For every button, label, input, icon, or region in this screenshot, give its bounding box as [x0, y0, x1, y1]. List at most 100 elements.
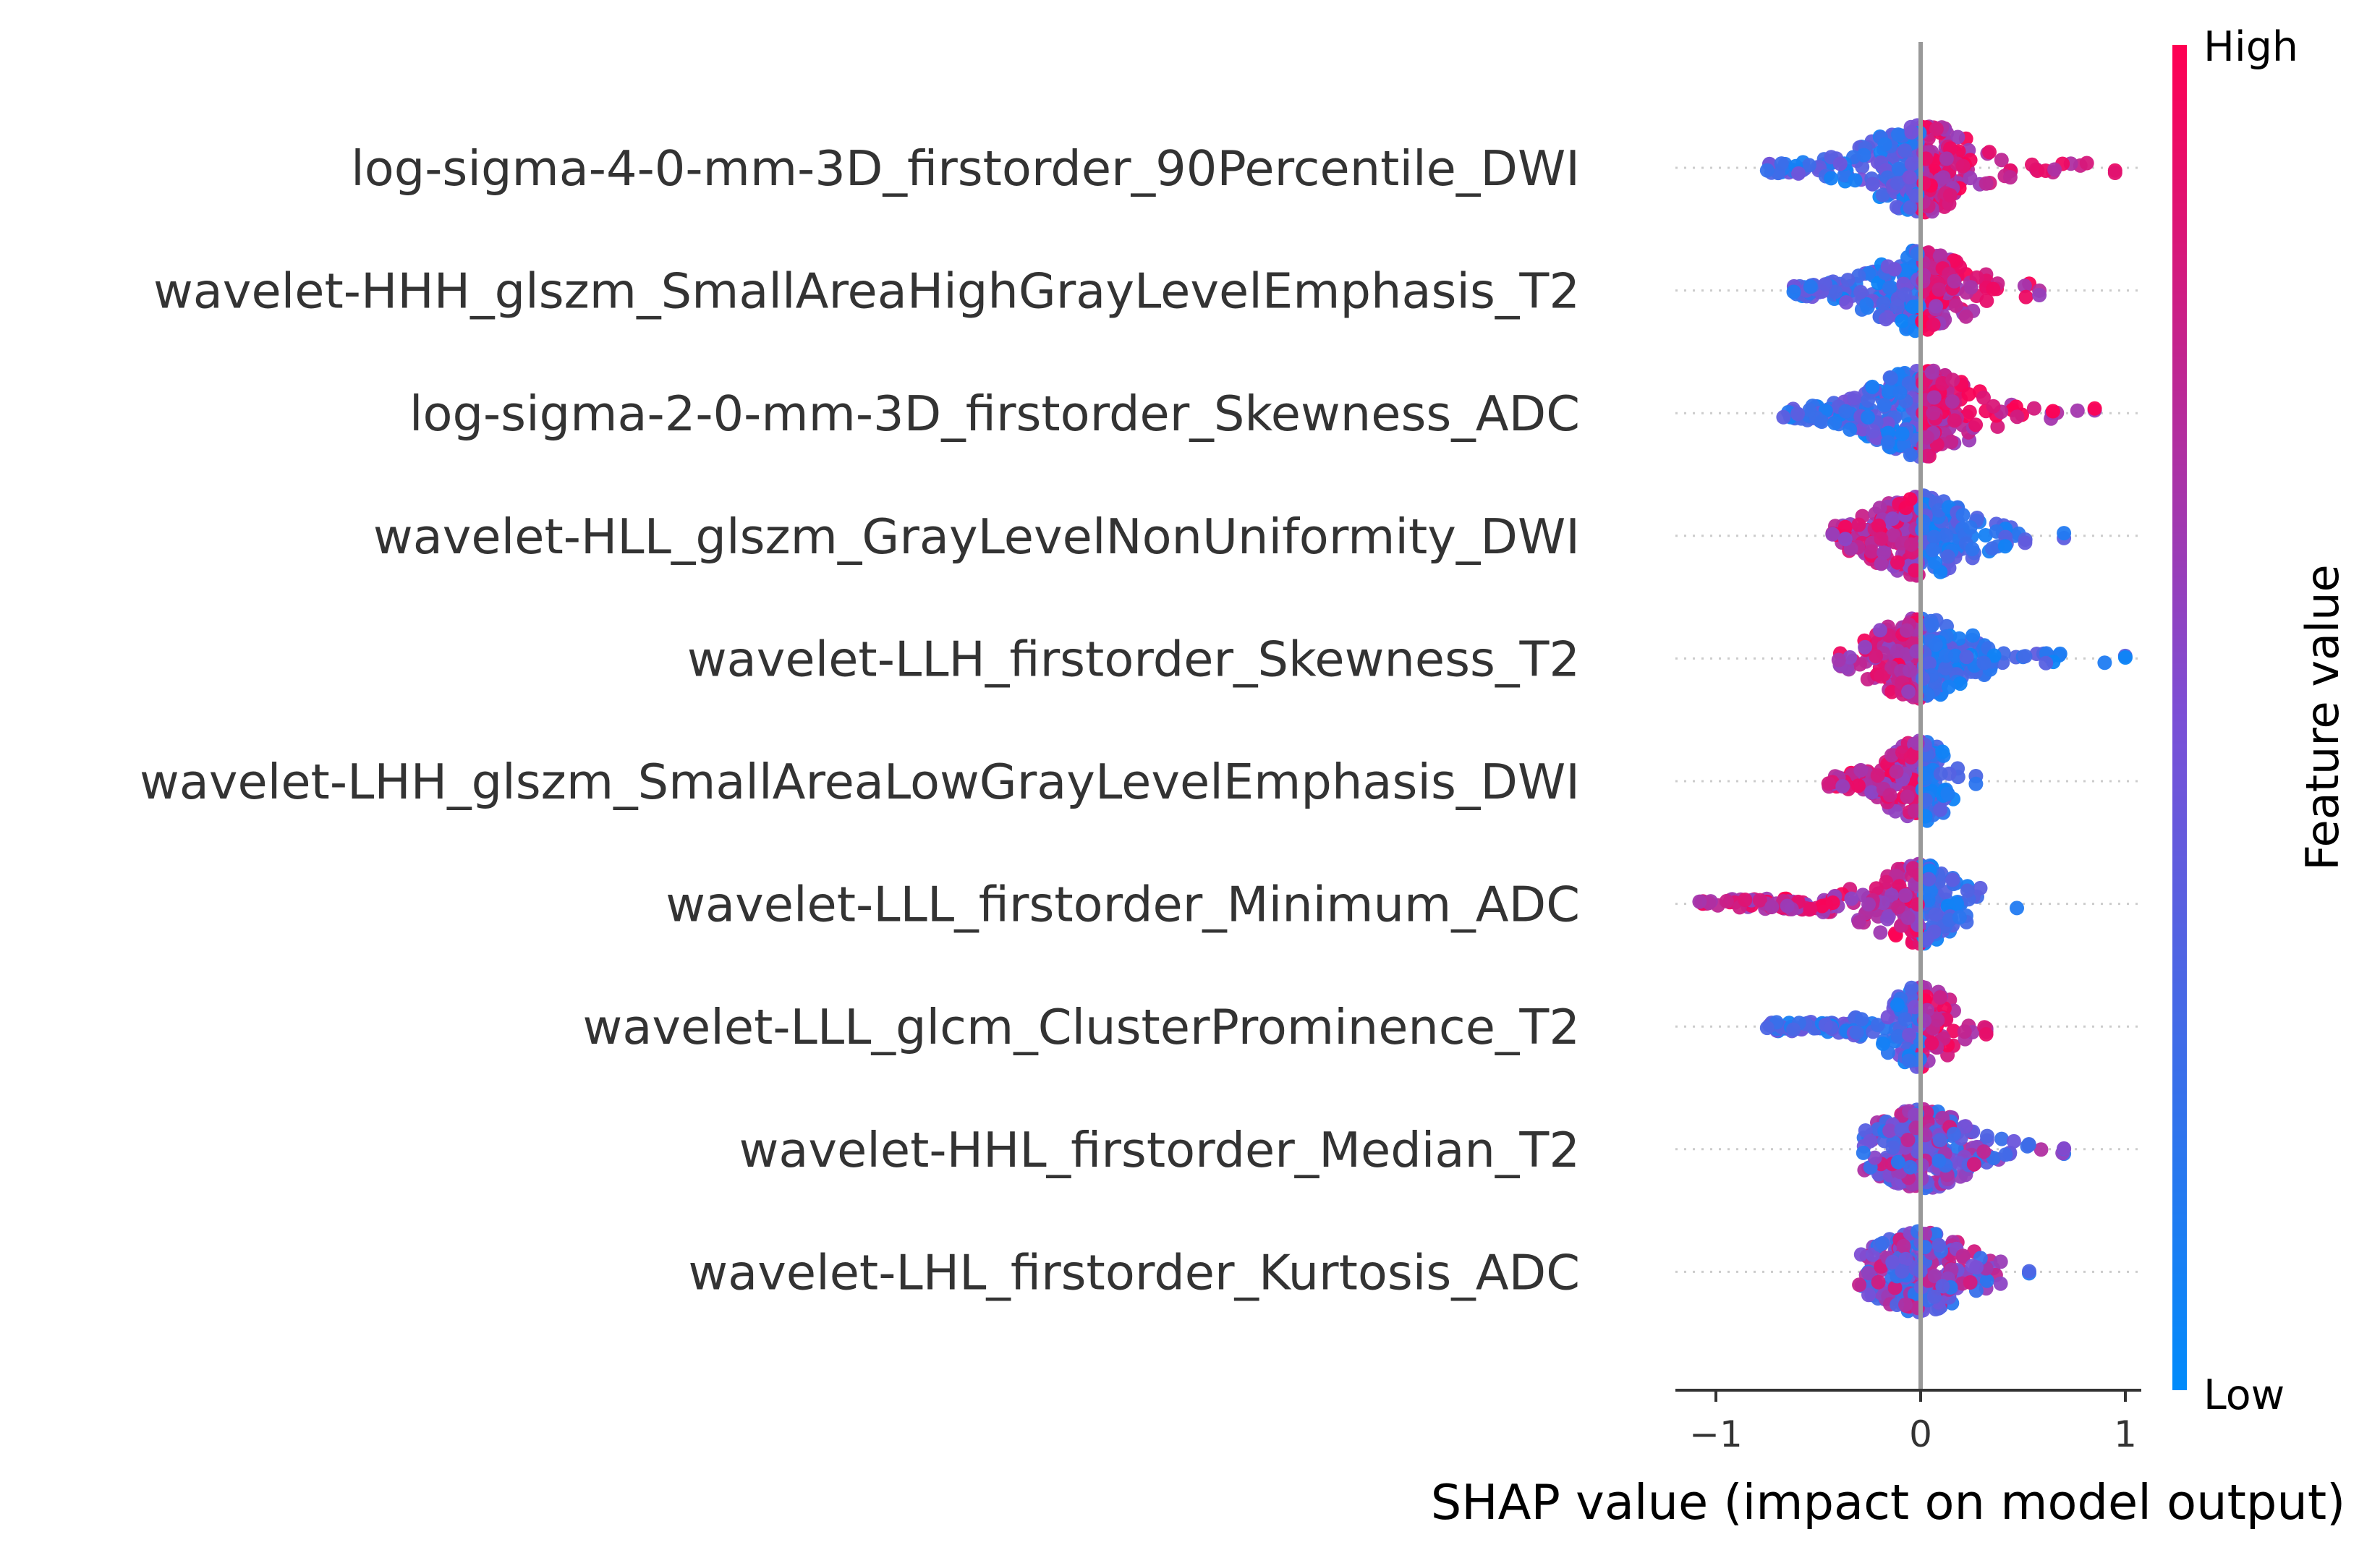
feature-label: wavelet-LHH_glszm_SmallAreaLowGrayLevelE…: [140, 754, 1580, 810]
colorbar-title: Feature value: [2296, 564, 2349, 870]
shap-point: [1925, 542, 1940, 558]
shap-point: [1994, 1131, 2009, 1146]
shap-point: [1940, 549, 1955, 564]
feature-label: wavelet-HHH_glszm_SmallAreaHighGrayLevel…: [153, 263, 1580, 320]
shap-point: [2017, 278, 2032, 294]
feature-label: wavelet-HLL_glszm_GrayLevelNonUniformity…: [373, 508, 1580, 565]
shap-point: [2039, 655, 2054, 671]
colorbar: High Low Feature value: [2172, 23, 2349, 1419]
shap-point: [1776, 409, 1791, 425]
shap-point: [1843, 422, 1858, 437]
shap-point: [1986, 399, 2001, 414]
feature-label: wavelet-LLL_glcm_ClusterProminence_T2: [583, 999, 1580, 1055]
shap-point: [1940, 786, 1955, 801]
shap-point: [2118, 650, 2133, 665]
shap-point: [1955, 158, 1971, 174]
shap-point: [1871, 518, 1886, 533]
shap-point: [1903, 749, 1918, 765]
shap-point: [2057, 1141, 2072, 1156]
shap-point: [1993, 1276, 2008, 1291]
shap-point: [1939, 528, 1954, 543]
shap-point: [1889, 764, 1904, 779]
shap-point: [2097, 655, 2112, 671]
shap-point: [1920, 687, 1935, 702]
shap-point: [1898, 1297, 1913, 1312]
shap-point: [1924, 365, 1939, 380]
shap-point: [1900, 1133, 1916, 1147]
shap-point: [1955, 508, 1971, 523]
x-tick-label: 0: [1909, 1413, 1932, 1455]
shap-point: [1939, 151, 1954, 166]
shap-point: [1926, 317, 1941, 332]
shap-point: [1837, 532, 1853, 547]
shap-point: [1853, 1247, 1869, 1262]
shap-point: [1880, 259, 1895, 274]
shap-point: [1933, 766, 1948, 781]
shap-point: [1790, 406, 1805, 422]
shap-point: [1931, 282, 1947, 297]
colorbar-high-label: High: [2203, 23, 2298, 71]
shap-point: [1825, 895, 1840, 910]
shap-point: [2070, 403, 2085, 418]
shap-point: [1984, 541, 1999, 556]
shap-point: [1882, 281, 1897, 295]
feature-label: wavelet-LLH_firstorder_Skewness_T2: [687, 631, 1580, 687]
shap-point: [1926, 1289, 1942, 1304]
shap-point: [1897, 888, 1913, 903]
shap-point: [1880, 435, 1895, 450]
shap-point: [1905, 299, 1921, 315]
shap-point: [2006, 1133, 2021, 1149]
shap-point: [1939, 648, 1953, 663]
shap-point: [1786, 1022, 1801, 1037]
shap-point: [1876, 296, 1891, 311]
shap-point: [1929, 122, 1944, 137]
shap-point: [2087, 401, 2102, 416]
shap-point: [2107, 166, 2122, 180]
shap-point: [1969, 1260, 1984, 1275]
shap-point: [1936, 170, 1951, 185]
shap-point: [1946, 1126, 1961, 1141]
shap-point: [1928, 637, 1943, 652]
shap-point: [1902, 170, 1917, 184]
shap-point: [1979, 1026, 1994, 1042]
shap-point: [1866, 424, 1881, 439]
shap-point: [1692, 894, 1707, 909]
x-tick-label: −1: [1689, 1413, 1743, 1455]
shap-point: [1965, 542, 1980, 557]
shap-point: [1902, 1027, 1917, 1042]
shap-point: [1938, 660, 1953, 676]
shap-point: [1928, 907, 1943, 922]
shap-point: [1920, 448, 1935, 464]
shap-point: [1774, 156, 1789, 171]
shap-point: [1818, 1017, 1833, 1032]
shap-point: [1861, 897, 1876, 912]
shap-point: [1791, 166, 1806, 181]
shap-point: [1895, 1264, 1910, 1279]
shap-point: [2025, 157, 2039, 172]
shap-point: [1976, 655, 1992, 671]
shap-point: [1963, 520, 1978, 535]
shap-point: [1832, 156, 1848, 171]
shap-point: [1859, 297, 1874, 312]
shap-point: [1935, 1279, 1950, 1294]
shap-point: [1994, 153, 2009, 168]
shap-point: [1882, 788, 1897, 803]
shap-point: [1930, 1013, 1945, 1028]
shap-point: [1952, 631, 1967, 646]
feature-rows: log-sigma-4-0-mm-3D_firstorder_90Percent…: [140, 140, 2141, 1301]
shap-point: [1941, 679, 1956, 694]
shap-point: [1870, 1018, 1885, 1033]
shap-point: [1853, 284, 1869, 299]
x-ticks: −1 0 1: [1689, 1390, 2137, 1455]
shap-point: [1890, 643, 1905, 658]
shap-point: [1873, 925, 1888, 940]
shap-point: [1870, 768, 1885, 783]
shap-point: [1854, 1012, 1869, 1027]
shap-point: [1928, 555, 1942, 570]
shap-point: [2018, 289, 2033, 305]
shap-point: [1976, 390, 1991, 405]
shap-point: [1902, 1053, 1916, 1068]
shap-point: [1861, 1266, 1876, 1281]
feature-label: log-sigma-4-0-mm-3D_firstorder_90Percent…: [351, 140, 1580, 197]
